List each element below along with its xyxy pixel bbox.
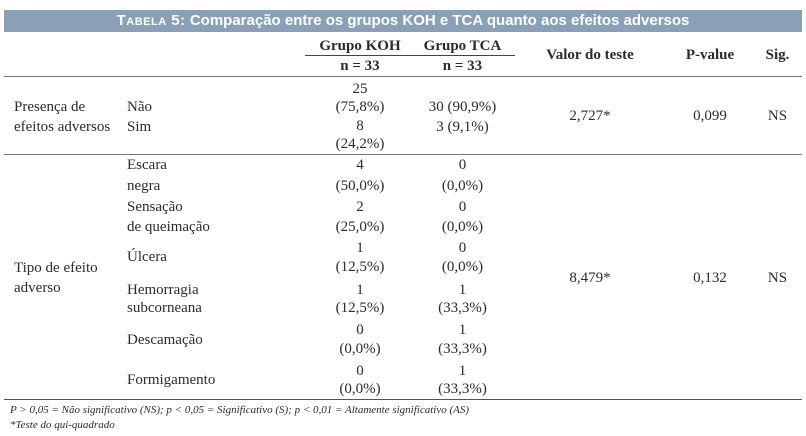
tca-count: 0	[458, 157, 467, 173]
section1-p-value: 0,099	[693, 108, 727, 124]
tca-count: 0	[458, 240, 467, 256]
row-name: subcorneana	[127, 300, 202, 316]
header-koh: Grupo KOH	[319, 38, 401, 54]
koh-count: 2	[356, 199, 364, 215]
row-name: Sensação	[127, 199, 183, 215]
koh-count: 4	[356, 157, 364, 173]
header-test-value: Valor do teste	[546, 47, 634, 63]
koh-count: 8	[356, 118, 364, 134]
tca-pct: (0,0%)	[441, 259, 484, 275]
tca-count: 1	[458, 282, 467, 298]
section2-sig: NS	[767, 270, 788, 286]
koh-pct: (25,0%)	[335, 219, 385, 235]
row-name: Úlcera	[127, 249, 167, 265]
tca-count: 1	[458, 363, 467, 379]
tca-pct: (33,3%)	[438, 300, 487, 316]
koh-pct: (12,5%)	[335, 259, 385, 275]
row-name: Sim	[127, 119, 152, 135]
koh-count: 0	[356, 363, 364, 379]
row-name: Não	[127, 99, 152, 115]
tca-pct: (0,0%)	[441, 219, 484, 235]
header-p-value: P-value	[685, 47, 735, 63]
section1-label-2: efeitos adversos	[14, 119, 111, 135]
section1-label-1: Presença de	[14, 99, 86, 115]
table-title: Tabela 5: Comparação entre os grupos KOH…	[4, 10, 802, 32]
koh-pct: (50,0%)	[335, 178, 385, 194]
koh-pct: (0,0%)	[339, 381, 381, 397]
koh-pct: (75,8%)	[335, 99, 385, 115]
koh-count: 1	[356, 240, 364, 256]
header-koh-n: n = 33	[340, 58, 380, 74]
header-tca: Grupo TCA	[423, 38, 502, 54]
footnote-test: *Teste do qui-quadrado	[10, 419, 115, 431]
tca-value: 3 (9,1%)	[436, 119, 489, 135]
koh-pct: (0,0%)	[339, 341, 381, 357]
tca-pct: (0,0%)	[441, 178, 484, 194]
row-name: de queimação	[127, 219, 210, 235]
section1-sig: NS	[767, 108, 788, 124]
row-name: Hemorragia	[127, 282, 199, 298]
koh-count: 25	[352, 81, 368, 97]
header-underline	[305, 55, 515, 56]
section2-test-value: 8,479*	[569, 270, 611, 286]
section-divider	[4, 154, 802, 155]
header-tca-n: n = 33	[442, 58, 483, 74]
header-divider	[4, 76, 802, 77]
tca-value: 30 (90,9%)	[428, 99, 497, 115]
tca-count: 0	[458, 199, 467, 215]
row-name: negra	[127, 178, 161, 194]
header-sig: Sig.	[765, 47, 790, 63]
koh-count: 1	[356, 282, 364, 298]
table-title-text: Comparação entre os grupos KOH e TCA qua…	[189, 12, 690, 29]
table-bottom-rule	[4, 399, 802, 400]
koh-pct: (12,5%)	[335, 300, 385, 316]
koh-count: 0	[356, 322, 364, 338]
tca-pct: (33,3%)	[438, 341, 487, 357]
row-name: Descamação	[127, 332, 203, 348]
table-title-label: Tabela 5:	[116, 12, 186, 29]
section1-test-value: 2,727*	[569, 108, 611, 124]
tca-pct: (33,3%)	[438, 381, 487, 397]
tca-count: 1	[458, 322, 467, 338]
footnote-significance: P > 0,05 = Não significativo (NS); p < 0…	[10, 404, 470, 416]
section2-p-value: 0,132	[693, 270, 727, 286]
section2-label-2: adverso	[14, 280, 61, 296]
row-name: Escara	[127, 157, 167, 173]
koh-pct: (24,2%)	[335, 136, 385, 152]
row-name: Formigamento	[127, 372, 216, 388]
section2-label-1: Tipo de efeito	[14, 260, 98, 276]
